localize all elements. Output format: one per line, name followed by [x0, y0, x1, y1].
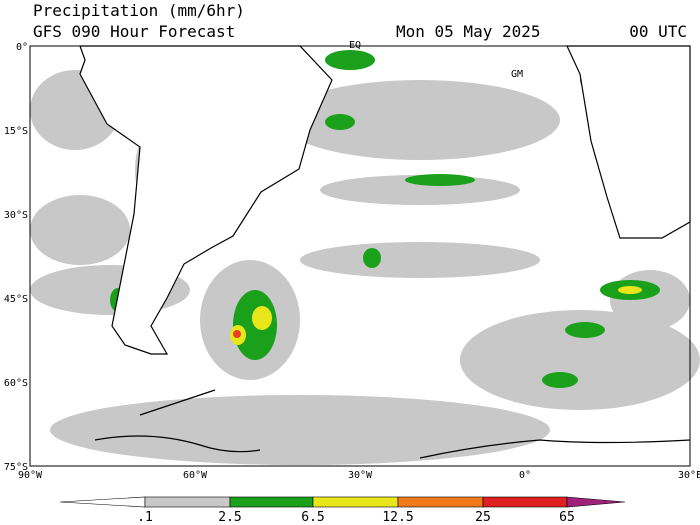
colorbar-label: .1	[137, 510, 153, 525]
subtitle: GFS 090 Hour Forecast	[33, 22, 235, 41]
lat-label: 45°S	[4, 294, 28, 305]
lon-label: 90°W	[18, 470, 43, 481]
equator-label: EQ	[349, 40, 361, 51]
colorbar-label: 12.5	[382, 510, 413, 525]
time: 00 UTC	[629, 22, 687, 41]
colorbar: .1 2.5 6.5 12.5 25 65	[59, 496, 626, 525]
lat-label: 0°	[16, 42, 28, 53]
colorbar-label: 2.5	[218, 510, 241, 525]
lat-label: 60°S	[4, 378, 28, 389]
lat-label: 15°S	[4, 126, 28, 137]
lat-labels: 0° 15°S 30°S 45°S 60°S 75°S	[4, 42, 28, 473]
lon-label: 60°W	[183, 470, 208, 481]
title: Precipitation (mm/6hr)	[33, 1, 245, 20]
lat-label: 30°S	[4, 210, 28, 221]
meridian-label: GM	[511, 69, 523, 80]
map-frame	[29, 45, 691, 467]
lon-label: 0°	[519, 470, 531, 481]
lat-label: 75°S	[4, 462, 28, 473]
lon-label: 30°E	[678, 470, 700, 481]
coastlines	[79, 45, 691, 459]
colorbar-label: 25	[475, 510, 491, 525]
lon-labels: 90°W 60°W 30°W 0° 30°E	[18, 470, 700, 481]
date: Mon 05 May 2025	[396, 22, 541, 41]
map: EQ GM	[29, 40, 700, 467]
colorbar-label: 6.5	[301, 510, 324, 525]
colorbar-label: 65	[559, 510, 575, 525]
lon-label: 30°W	[348, 470, 373, 481]
